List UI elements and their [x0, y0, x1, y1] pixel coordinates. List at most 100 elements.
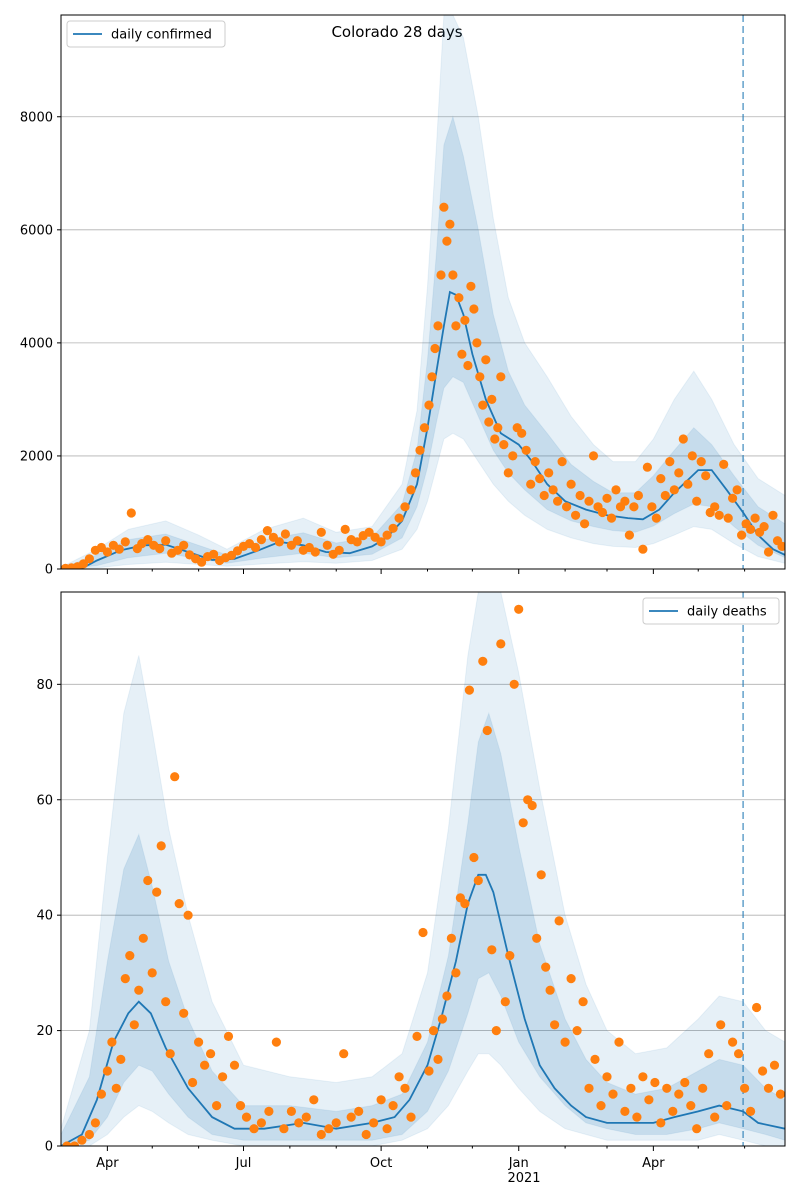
deaths-observed-point [143, 875, 153, 886]
confirmed-observed-point [484, 417, 494, 427]
deaths-observed-point [369, 1118, 379, 1128]
deaths-observed-point [560, 1037, 570, 1047]
deaths-observed-point [632, 1112, 642, 1122]
deaths-observed-point [301, 1112, 311, 1122]
deaths-observed-point [286, 1106, 296, 1116]
confirmed-observed-point [250, 542, 261, 553]
confirmed-observed-point [463, 360, 473, 371]
deaths-y-tick-label: 20 [36, 1024, 53, 1039]
deaths-observed-point [464, 685, 474, 695]
confirmed-observed-point [382, 530, 392, 540]
confirmed-observed-point [478, 400, 488, 410]
deaths-observed-point [482, 725, 492, 736]
deaths-observed-point [256, 1118, 266, 1128]
deaths-observed-point [572, 1026, 582, 1036]
confirmed-observed-point [406, 485, 416, 495]
confirmed-observed-point [701, 471, 711, 481]
deaths-observed-point [102, 1066, 112, 1076]
confirmed-observed-point [597, 507, 608, 518]
x-tick-label: Jul [235, 1156, 252, 1171]
confirmed-observed-point [114, 544, 124, 554]
deaths-observed-point [424, 1066, 434, 1076]
x-tick-label: Oct [370, 1156, 392, 1171]
confirmed-observed-point [553, 496, 563, 506]
deaths-plot-area [61, 592, 785, 1146]
confirmed-observed-point [120, 537, 130, 547]
deaths-observed-point [428, 1026, 439, 1036]
confirmed-axes-frame [60, 14, 786, 570]
confirmed-observed-point [394, 513, 404, 523]
confirmed-observed-point [728, 493, 738, 503]
deaths-observed-point [294, 1118, 304, 1128]
confirmed-observed-point [526, 479, 536, 489]
confirmed-observed-point [629, 502, 639, 512]
confirmed-observed-point [719, 459, 729, 469]
confirmed-observed-point [415, 445, 425, 455]
deaths-observed-point [152, 887, 162, 897]
deaths-observed-point [578, 997, 588, 1007]
deaths-observed-point [200, 1060, 210, 1070]
deaths-observed-point [271, 1037, 281, 1047]
confirmed-observed-point [660, 490, 670, 501]
deaths-observed-point [120, 974, 130, 984]
confirmed-observed-point [669, 485, 679, 495]
confirmed-observed-point [481, 355, 491, 365]
confirmed-observed-point [638, 544, 648, 554]
confirmed-observed-point [580, 519, 590, 529]
deaths-observed-point [331, 1118, 341, 1128]
confirmed-observed-point [340, 524, 350, 535]
deaths-observed-point [442, 991, 452, 1001]
deaths-observed-point [107, 1037, 117, 1047]
deaths-observed-point [84, 1129, 94, 1140]
confirmed-observed-point [445, 219, 455, 229]
x-axis-year-label: 2021 [507, 1171, 540, 1186]
x-tick-label: Jan [508, 1156, 529, 1171]
deaths-observed-point [509, 679, 519, 689]
confirmed-y-tick-label: 0 [45, 563, 53, 578]
deaths-observed-point [218, 1072, 228, 1082]
deaths-observed-point [376, 1095, 386, 1105]
confirmed-observed-point [499, 440, 509, 450]
deaths-observed-point [460, 899, 470, 909]
deaths-observed-point [491, 1026, 501, 1036]
confirmed-observed-point [602, 493, 612, 503]
confirmed-y-tick-label: 8000 [20, 110, 53, 125]
confirmed-observed-point [155, 544, 165, 554]
deaths-observed-point [346, 1112, 356, 1122]
deaths-observed-point [620, 1106, 630, 1116]
deaths-observed-point [309, 1095, 319, 1105]
confirmed-observed-point [274, 537, 284, 547]
deaths-observed-point [194, 1037, 204, 1047]
confirmed-y-tick-label: 4000 [20, 336, 53, 351]
confirmed-observed-point [316, 527, 326, 537]
deaths-observed-point [339, 1049, 349, 1059]
confirmed-observed-point [262, 526, 272, 536]
x-tick-label: Apr [96, 1156, 119, 1171]
deaths-observed-point [354, 1106, 364, 1116]
deaths-observed-point [638, 1072, 648, 1082]
confirmed-observed-point [388, 523, 398, 533]
deaths-observed-point [394, 1072, 404, 1082]
deaths-observed-point [241, 1112, 252, 1122]
confirmed-observed-point [433, 321, 443, 331]
deaths-legend-label: daily deaths [687, 605, 767, 620]
deaths-observed-point [596, 1101, 606, 1111]
confirmed-observed-point [439, 202, 449, 212]
confirmed-observed-point [571, 510, 581, 520]
deaths-observed-point [602, 1072, 612, 1082]
deaths-observed-point [165, 1049, 175, 1059]
deaths-y-tick-label: 80 [36, 678, 53, 693]
deaths-observed-point [740, 1083, 750, 1093]
confirmed-observed-point [606, 513, 617, 523]
deaths-panel: 0 20 40 60 80 Apr Jul Oct Jan Apr daily deaths [36, 591, 786, 1171]
deaths-observed-point [156, 841, 166, 851]
confirmed-plot-area [61, 15, 785, 569]
deaths-observed-point [77, 1135, 87, 1145]
deaths-legend-box [642, 597, 780, 625]
deaths-observed-point [644, 1095, 654, 1105]
deaths-observed-point [116, 1054, 126, 1064]
confirmed-observed-point [424, 400, 434, 410]
deaths-observed-point [769, 1060, 780, 1070]
confirmed-observed-point [584, 496, 594, 506]
